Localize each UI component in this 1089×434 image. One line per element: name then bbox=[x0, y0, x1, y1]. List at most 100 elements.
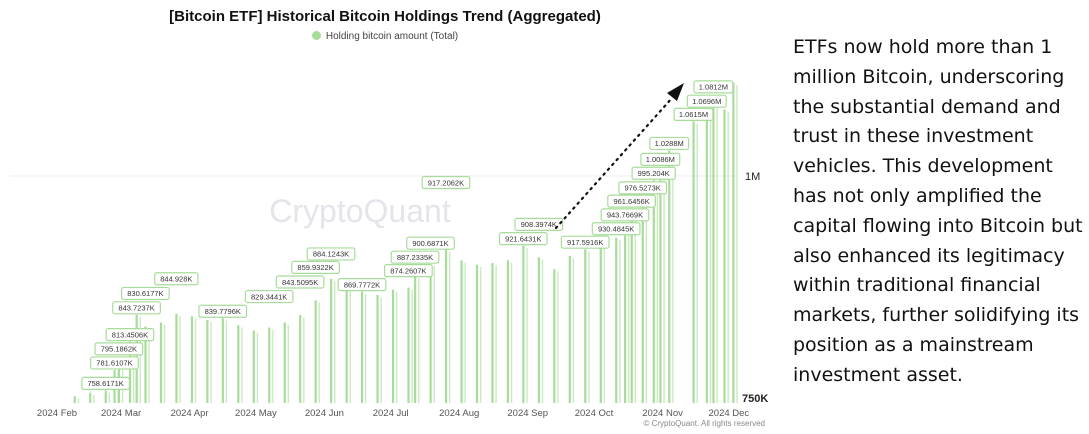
bar[interactable] bbox=[641, 196, 644, 403]
bar[interactable] bbox=[175, 313, 178, 403]
bar[interactable] bbox=[148, 328, 150, 403]
bar[interactable] bbox=[73, 396, 76, 403]
bar[interactable] bbox=[256, 332, 259, 403]
bar[interactable] bbox=[252, 330, 255, 403]
bar[interactable] bbox=[705, 114, 708, 404]
bar[interactable] bbox=[429, 264, 432, 403]
bar[interactable] bbox=[672, 152, 674, 403]
bar[interactable] bbox=[495, 265, 497, 403]
bar[interactable] bbox=[464, 262, 466, 403]
bar[interactable] bbox=[89, 392, 92, 403]
bar[interactable] bbox=[241, 327, 243, 403]
bar[interactable] bbox=[407, 287, 410, 403]
bar[interactable] bbox=[128, 341, 132, 403]
bar[interactable] bbox=[330, 278, 333, 403]
bar[interactable] bbox=[659, 168, 662, 403]
bar[interactable] bbox=[159, 322, 163, 403]
bar[interactable] bbox=[206, 319, 209, 403]
bar[interactable] bbox=[210, 322, 212, 403]
bar[interactable] bbox=[709, 116, 712, 404]
bar[interactable] bbox=[736, 84, 738, 403]
bar[interactable] bbox=[418, 278, 420, 403]
bar[interactable] bbox=[283, 322, 286, 403]
bar[interactable] bbox=[712, 103, 715, 403]
bar[interactable] bbox=[303, 317, 305, 403]
bar[interactable] bbox=[619, 239, 621, 403]
x-tick-label: 2024 Jul bbox=[373, 408, 409, 419]
bar[interactable] bbox=[77, 398, 80, 403]
bar[interactable] bbox=[179, 315, 181, 403]
bar[interactable] bbox=[299, 314, 302, 403]
bar[interactable] bbox=[479, 267, 482, 403]
bar[interactable] bbox=[537, 257, 540, 403]
bar[interactable] bbox=[314, 300, 317, 403]
bar[interactable] bbox=[568, 255, 571, 403]
bar[interactable] bbox=[93, 394, 95, 403]
bar[interactable] bbox=[732, 82, 735, 403]
bar[interactable] bbox=[287, 324, 290, 403]
bar[interactable] bbox=[572, 258, 575, 403]
bar[interactable] bbox=[144, 326, 147, 403]
bar[interactable] bbox=[448, 251, 451, 403]
bar[interactable] bbox=[727, 111, 729, 404]
bar[interactable] bbox=[433, 266, 435, 403]
bar[interactable] bbox=[225, 320, 228, 403]
bar[interactable] bbox=[584, 249, 587, 403]
bar[interactable] bbox=[194, 318, 197, 403]
bar[interactable] bbox=[364, 293, 367, 403]
bar[interactable] bbox=[627, 228, 630, 403]
bar[interactable] bbox=[599, 242, 602, 403]
bar[interactable] bbox=[652, 180, 655, 403]
bar[interactable] bbox=[163, 324, 166, 403]
bar[interactable] bbox=[391, 289, 395, 403]
bar[interactable] bbox=[104, 390, 107, 403]
bar[interactable] bbox=[414, 276, 417, 403]
bar[interactable] bbox=[491, 263, 494, 403]
bar[interactable] bbox=[615, 237, 618, 403]
bar[interactable] bbox=[692, 121, 695, 403]
bar[interactable] bbox=[656, 182, 659, 403]
bar[interactable] bbox=[645, 199, 648, 403]
bar[interactable] bbox=[510, 262, 513, 403]
bar[interactable] bbox=[334, 281, 336, 403]
bar[interactable] bbox=[268, 327, 271, 403]
data-label: 781.6107K bbox=[90, 356, 139, 370]
bar[interactable] bbox=[395, 291, 398, 403]
bar[interactable] bbox=[132, 343, 135, 403]
bar[interactable] bbox=[460, 260, 463, 403]
bar[interactable] bbox=[553, 269, 556, 403]
bar[interactable] bbox=[237, 325, 240, 403]
bar[interactable] bbox=[221, 318, 224, 403]
bar[interactable] bbox=[345, 287, 348, 403]
bar[interactable] bbox=[634, 212, 636, 403]
bar[interactable] bbox=[139, 317, 141, 403]
bar[interactable] bbox=[475, 264, 479, 403]
bar[interactable] bbox=[444, 249, 448, 403]
bar[interactable] bbox=[588, 251, 590, 403]
bar[interactable] bbox=[411, 289, 413, 403]
bar[interactable] bbox=[663, 170, 665, 403]
bar[interactable] bbox=[190, 316, 194, 403]
svg-text:976.5273K: 976.5273K bbox=[625, 184, 661, 193]
bar[interactable] bbox=[506, 260, 510, 403]
legend[interactable]: Holding bitcoin amount (Total) bbox=[0, 31, 770, 42]
bar[interactable] bbox=[557, 271, 559, 403]
bar[interactable] bbox=[716, 106, 718, 403]
svg-text:795.1862K: 795.1862K bbox=[101, 345, 137, 354]
bar[interactable] bbox=[603, 244, 606, 403]
bar[interactable] bbox=[380, 297, 382, 403]
bar[interactable] bbox=[318, 302, 320, 403]
bar[interactable] bbox=[723, 109, 726, 404]
bar[interactable] bbox=[696, 123, 698, 403]
bar[interactable] bbox=[541, 259, 544, 403]
bar[interactable] bbox=[349, 289, 351, 403]
bar[interactable] bbox=[272, 329, 274, 403]
bar[interactable] bbox=[630, 210, 633, 403]
bar[interactable] bbox=[623, 225, 627, 403]
bar[interactable] bbox=[668, 150, 671, 403]
bar[interactable] bbox=[522, 245, 525, 403]
bar[interactable] bbox=[376, 294, 379, 403]
bar[interactable] bbox=[360, 291, 364, 403]
bar[interactable] bbox=[108, 392, 111, 403]
bar[interactable] bbox=[526, 247, 528, 403]
